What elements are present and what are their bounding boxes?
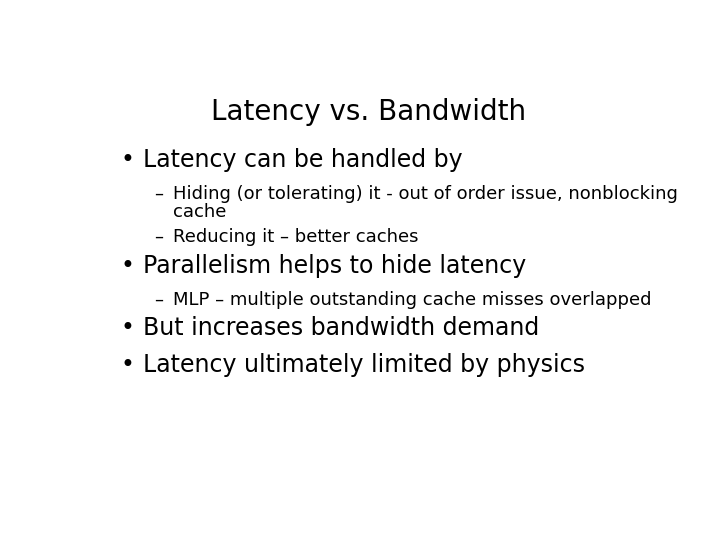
Text: •: • — [121, 316, 135, 340]
Text: Latency can be handled by: Latency can be handled by — [143, 148, 463, 172]
Text: cache: cache — [173, 203, 226, 221]
Text: Latency vs. Bandwidth: Latency vs. Bandwidth — [212, 98, 526, 126]
Text: –: – — [154, 185, 163, 202]
Text: •: • — [121, 353, 135, 377]
Text: •: • — [121, 254, 135, 278]
Text: •: • — [121, 148, 135, 172]
Text: –: – — [154, 228, 163, 246]
Text: Reducing it – better caches: Reducing it – better caches — [173, 228, 418, 246]
Text: –: – — [154, 291, 163, 308]
Text: But increases bandwidth demand: But increases bandwidth demand — [143, 316, 539, 340]
Text: Parallelism helps to hide latency: Parallelism helps to hide latency — [143, 254, 526, 278]
Text: Latency ultimately limited by physics: Latency ultimately limited by physics — [143, 353, 585, 377]
Text: MLP – multiple outstanding cache misses overlapped: MLP – multiple outstanding cache misses … — [173, 291, 651, 308]
Text: Hiding (or tolerating) it - out of order issue, nonblocking: Hiding (or tolerating) it - out of order… — [173, 185, 678, 202]
